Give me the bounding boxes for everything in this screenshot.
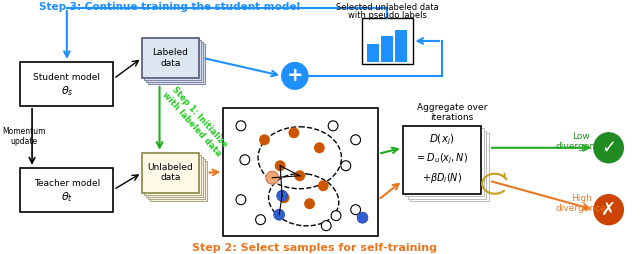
Text: ✗: ✗ bbox=[601, 201, 616, 219]
Circle shape bbox=[255, 215, 266, 225]
Circle shape bbox=[266, 171, 278, 184]
Circle shape bbox=[236, 195, 246, 205]
Text: High: High bbox=[571, 194, 591, 203]
Bar bbox=[408, 131, 486, 199]
Bar bbox=[381, 36, 393, 62]
Text: Aggregate over: Aggregate over bbox=[417, 103, 487, 112]
Bar bbox=[148, 44, 205, 84]
Circle shape bbox=[294, 170, 305, 181]
Circle shape bbox=[282, 63, 308, 89]
Circle shape bbox=[236, 121, 246, 131]
Circle shape bbox=[351, 135, 360, 145]
Circle shape bbox=[304, 198, 315, 209]
Text: ✓: ✓ bbox=[601, 139, 616, 157]
Circle shape bbox=[357, 212, 368, 223]
Text: Teacher model: Teacher model bbox=[34, 179, 100, 188]
Circle shape bbox=[318, 180, 329, 191]
Bar bbox=[142, 153, 199, 193]
Text: $\theta_s$: $\theta_s$ bbox=[61, 84, 73, 98]
Bar bbox=[403, 126, 481, 194]
Circle shape bbox=[240, 155, 250, 165]
Text: Step 3: Continue training the student model: Step 3: Continue training the student mo… bbox=[39, 2, 300, 12]
Text: Step 2: Select samples for self-training: Step 2: Select samples for self-training bbox=[192, 243, 437, 253]
Circle shape bbox=[351, 205, 360, 215]
Circle shape bbox=[289, 127, 300, 138]
Circle shape bbox=[328, 121, 338, 131]
Text: $\theta_t$: $\theta_t$ bbox=[61, 190, 73, 204]
Bar bbox=[367, 44, 379, 62]
Text: $+ \beta D_l(N)$: $+ \beta D_l(N)$ bbox=[422, 171, 462, 185]
Text: divergence: divergence bbox=[556, 142, 607, 151]
Circle shape bbox=[331, 211, 341, 221]
Circle shape bbox=[594, 195, 623, 225]
Text: with pseudo labels: with pseudo labels bbox=[348, 11, 426, 21]
Text: Selected unlabeled data: Selected unlabeled data bbox=[336, 4, 438, 12]
Text: Unlabeled
data: Unlabeled data bbox=[147, 163, 193, 182]
Circle shape bbox=[259, 134, 270, 145]
Bar bbox=[405, 128, 484, 196]
Circle shape bbox=[341, 161, 351, 171]
Bar bbox=[144, 155, 201, 195]
Text: Labeled
data: Labeled data bbox=[152, 48, 188, 68]
Text: $D(x_j)$: $D(x_j)$ bbox=[429, 133, 455, 147]
Bar bbox=[395, 30, 406, 62]
Circle shape bbox=[276, 190, 287, 201]
Text: +: + bbox=[287, 66, 303, 85]
Text: $= D_u(x_j, N)$: $= D_u(x_j, N)$ bbox=[415, 152, 468, 166]
Text: Step 1: Initialize
with labeled data: Step 1: Initialize with labeled data bbox=[161, 83, 231, 158]
Bar bbox=[146, 42, 203, 82]
Bar bbox=[20, 62, 113, 106]
Circle shape bbox=[274, 209, 285, 220]
Bar bbox=[223, 108, 378, 236]
Text: Student model: Student model bbox=[33, 73, 100, 82]
Bar bbox=[20, 168, 113, 212]
Circle shape bbox=[314, 142, 324, 153]
Bar bbox=[146, 157, 203, 197]
Circle shape bbox=[275, 160, 285, 171]
Text: Momentum
update: Momentum update bbox=[3, 127, 46, 147]
Text: iterations: iterations bbox=[430, 113, 474, 122]
Circle shape bbox=[594, 133, 623, 163]
Circle shape bbox=[321, 221, 331, 231]
Bar bbox=[144, 40, 201, 80]
Bar bbox=[410, 133, 488, 201]
Bar bbox=[148, 159, 205, 199]
Bar bbox=[142, 38, 199, 78]
Text: divergence: divergence bbox=[556, 204, 607, 213]
Bar bbox=[150, 161, 207, 201]
Circle shape bbox=[278, 192, 289, 203]
Text: Low: Low bbox=[572, 132, 590, 141]
Bar bbox=[362, 18, 413, 64]
